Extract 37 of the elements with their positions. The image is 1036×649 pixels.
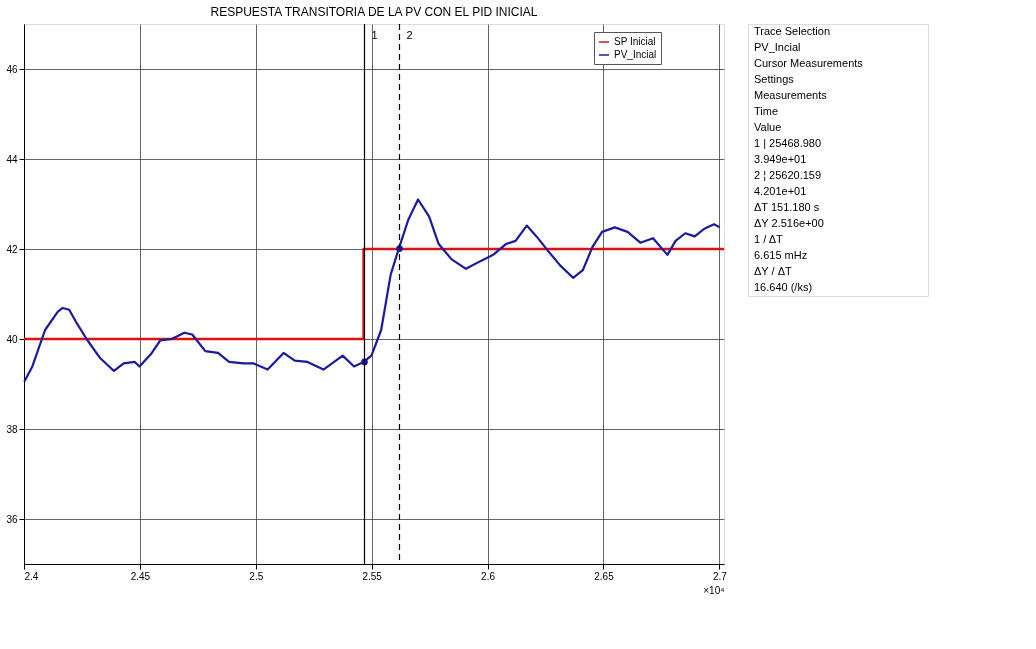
text: Value xyxy=(754,121,782,133)
x-tick-label: 2.55 xyxy=(362,570,383,582)
text: 1 | 25468.980 xyxy=(754,137,822,149)
text: ΔY / ΔT xyxy=(754,265,792,277)
text: PV_Incial xyxy=(754,41,801,53)
annotation: 1 xyxy=(371,29,378,41)
y-tick-label: 46 xyxy=(6,63,18,75)
text: 1 / ΔT xyxy=(754,233,784,245)
legend-label: PV_Incial xyxy=(614,49,657,60)
x-axis-title: ×10⁴ xyxy=(703,584,725,596)
text: Measurements xyxy=(754,89,828,101)
text: Settings xyxy=(754,73,795,85)
x-tick-label: 2.65 xyxy=(594,570,615,582)
y-tick-label: 36 xyxy=(6,513,18,525)
text: 4.201e+01 xyxy=(754,185,807,197)
x-tick-label: 2.45 xyxy=(130,570,151,582)
text: ΔT 151.180 s xyxy=(754,201,820,213)
y-tick-label: 38 xyxy=(6,423,18,435)
y-tick-label: 44 xyxy=(6,153,18,165)
x-tick-label: 2.4 xyxy=(24,570,39,582)
text: 2 ¦ 25620.159 xyxy=(754,169,822,181)
y-tick-label: 42 xyxy=(6,243,18,255)
text: 6.615 mHz xyxy=(754,249,808,261)
chart-title: RESPUESTA TRANSITORIA DE LA PV CON EL PID INICIAL xyxy=(210,5,538,20)
line-series xyxy=(23,198,721,383)
legend-label: SP Inicial xyxy=(614,36,656,47)
text: 3.949e+01 xyxy=(754,153,807,165)
y-tick-label: 40 xyxy=(6,333,18,345)
annotation: 2 xyxy=(406,29,413,41)
x-tick-label: 2.6 xyxy=(481,570,496,582)
text: Time xyxy=(754,105,779,117)
text: 16.640 (/ks) xyxy=(754,281,813,293)
text: ΔY 2.516e+00 xyxy=(754,217,824,229)
x-tick-label: 2.5 xyxy=(249,570,264,582)
text: Cursor Measurements xyxy=(754,57,864,69)
x-tick-label: 2.7 xyxy=(712,570,728,582)
text: Trace Selection xyxy=(754,25,831,37)
